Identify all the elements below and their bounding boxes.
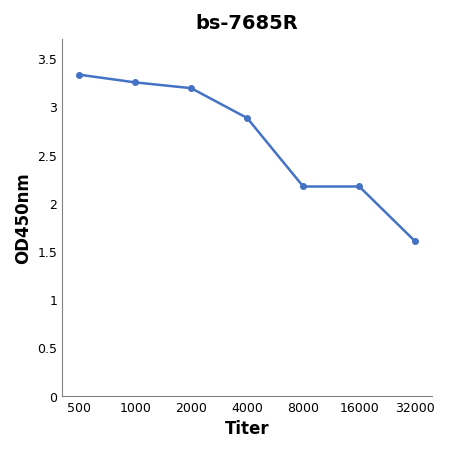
Title: bs-7685R: bs-7685R [196, 14, 298, 33]
Y-axis label: OD450nm: OD450nm [14, 172, 32, 264]
X-axis label: Titer: Titer [225, 419, 270, 437]
